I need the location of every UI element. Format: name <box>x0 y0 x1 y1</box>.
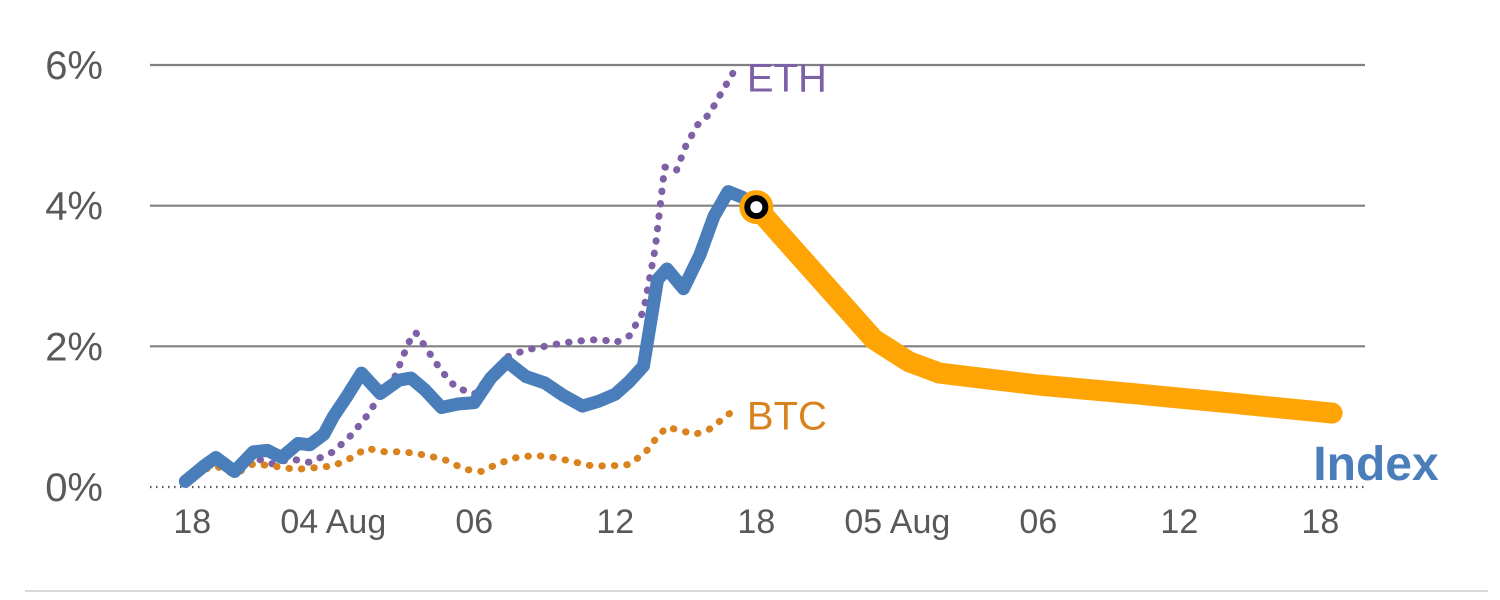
y-axis-tick-label: 2% <box>45 325 103 369</box>
x-axis-tick-label: 18 <box>173 503 211 541</box>
series-label-btc: BTC <box>747 394 827 438</box>
y-axis-tick-label: 4% <box>45 185 103 229</box>
series-line-index-forecast <box>745 196 1343 424</box>
x-axis-tick-label: 12 <box>596 503 634 541</box>
x-axis-tick-label: 18 <box>1301 503 1339 541</box>
series-label-eth: ETH <box>747 57 827 101</box>
series-line-index <box>178 185 763 488</box>
x-axis-tick-label: 06 <box>455 503 493 541</box>
x-axis-tick-label: 04 Aug <box>280 503 386 541</box>
marker-point <box>744 195 769 220</box>
series-label-index: Index <box>1313 438 1439 491</box>
x-axis-tick-label: 12 <box>1160 503 1198 541</box>
y-axis-tick-label: 6% <box>45 44 103 88</box>
series-line-eth <box>181 69 737 485</box>
x-axis-tick-label: 05 Aug <box>844 503 950 541</box>
series-line-btc <box>181 407 737 485</box>
x-axis-tick-label: 06 <box>1019 503 1057 541</box>
x-axis-tick-label: 18 <box>737 503 775 541</box>
y-axis-tick-label: 0% <box>45 466 103 510</box>
